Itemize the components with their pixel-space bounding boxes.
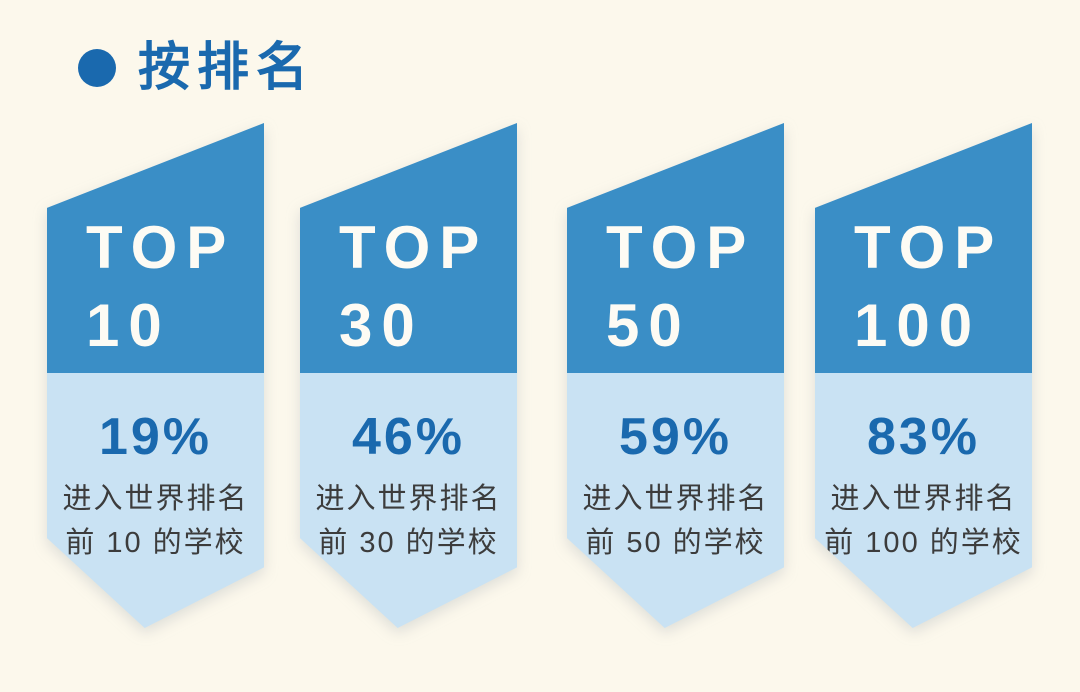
rank-number: 10 bbox=[86, 292, 171, 359]
rank-number: 100 bbox=[854, 292, 982, 359]
rank-label: TOP 30 bbox=[339, 209, 488, 365]
pennant-shape: TOP 50 59% 进入世界排名 前 50 的学校 bbox=[567, 123, 784, 628]
banner-rank-section: TOP 30 bbox=[300, 123, 517, 373]
pennant-shape: TOP 100 83% 进入世界排名 前 100 的学校 bbox=[815, 123, 1032, 628]
percentage-description: 进入世界排名 前 10 的学校 bbox=[47, 478, 264, 565]
banner-stat-section: 19% 进入世界排名 前 10 的学校 bbox=[47, 373, 264, 628]
rank-banner-top10: TOP 10 19% 进入世界排名 前 10 的学校 bbox=[47, 123, 264, 628]
percentage-value: 83% bbox=[866, 408, 981, 466]
banner-stat-section: 59% 进入世界排名 前 50 的学校 bbox=[567, 373, 784, 628]
rank-number: 30 bbox=[339, 292, 424, 359]
description-line-1: 进入世界排名 bbox=[62, 483, 249, 515]
rank-label: TOP 100 bbox=[854, 209, 1003, 365]
percentage-description: 进入世界排名 前 100 的学校 bbox=[815, 478, 1032, 565]
banner-stat-section: 83% 进入世界排名 前 100 的学校 bbox=[815, 373, 1032, 628]
rank-banner-top50: TOP 50 59% 进入世界排名 前 50 的学校 bbox=[567, 123, 784, 628]
pennant-shape: TOP 30 46% 进入世界排名 前 30 的学校 bbox=[300, 123, 517, 628]
banner-rank-section: TOP 10 bbox=[47, 123, 264, 373]
banner-rank-section: TOP 100 bbox=[815, 123, 1032, 373]
rank-label: TOP 10 bbox=[86, 209, 235, 365]
description-line-2: 前 30 的学校 bbox=[318, 526, 499, 559]
percentage-value: 46% bbox=[351, 408, 466, 466]
section-title: 按排名 bbox=[138, 39, 316, 97]
bullet-dot-icon bbox=[78, 49, 116, 87]
description-line-1: 进入世界排名 bbox=[315, 483, 502, 515]
rank-number: 50 bbox=[606, 292, 691, 359]
description-line-1: 进入世界排名 bbox=[830, 483, 1017, 515]
rank-banner-top30: TOP 30 46% 进入世界排名 前 30 的学校 bbox=[300, 123, 517, 628]
banner-stat-section: 46% 进入世界排名 前 30 的学校 bbox=[300, 373, 517, 628]
pennant-shape: TOP 10 19% 进入世界排名 前 10 的学校 bbox=[47, 123, 264, 628]
rank-word: TOP bbox=[86, 214, 236, 281]
banner-rank-section: TOP 50 bbox=[567, 123, 784, 373]
description-line-2: 前 10 的学校 bbox=[65, 526, 246, 559]
rank-word: TOP bbox=[606, 214, 756, 281]
percentage-value: 59% bbox=[618, 408, 733, 466]
rank-word: TOP bbox=[339, 214, 489, 281]
description-line-1: 进入世界排名 bbox=[582, 483, 769, 515]
rank-word: TOP bbox=[854, 214, 1004, 281]
percentage-description: 进入世界排名 前 30 的学校 bbox=[300, 478, 517, 565]
rank-label: TOP 50 bbox=[606, 209, 755, 365]
description-line-2: 前 100 的学校 bbox=[824, 526, 1023, 559]
section-header: 按排名 bbox=[78, 42, 315, 94]
percentage-description: 进入世界排名 前 50 的学校 bbox=[567, 478, 784, 565]
percentage-value: 19% bbox=[98, 408, 213, 466]
rank-banner-top100: TOP 100 83% 进入世界排名 前 100 的学校 bbox=[815, 123, 1032, 628]
description-line-2: 前 50 的学校 bbox=[585, 526, 766, 559]
